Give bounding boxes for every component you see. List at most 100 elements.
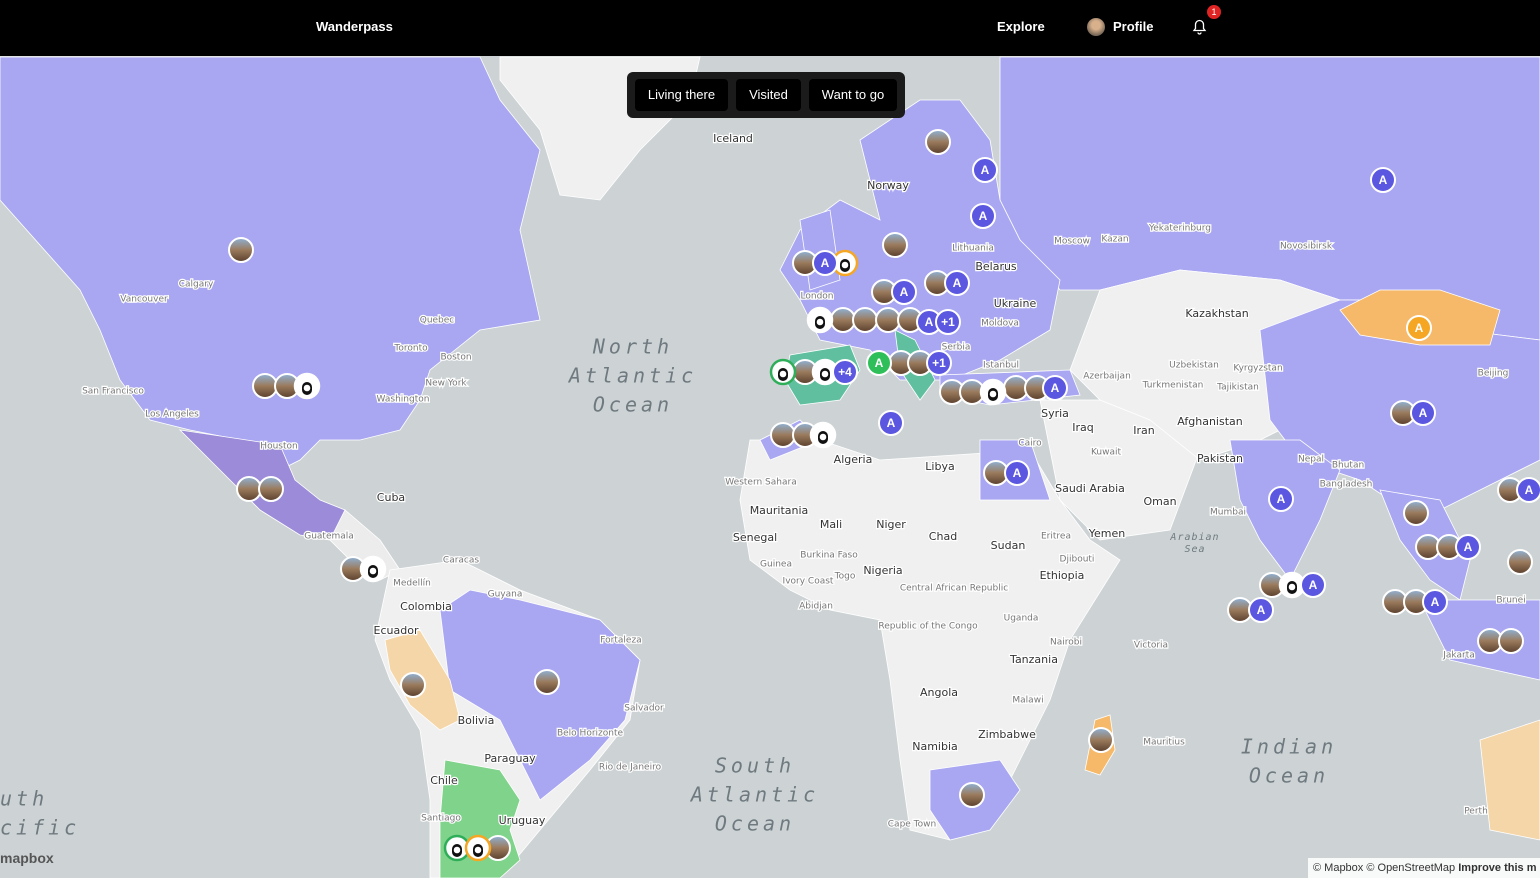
- marker-circle: [1042, 375, 1068, 401]
- photo-avatar[interactable]: [258, 476, 284, 502]
- place-label: Tajikistan: [1216, 383, 1259, 393]
- filter-button[interactable]: Visited: [736, 79, 801, 111]
- avatar-face-skin: [474, 846, 482, 854]
- place-label: Ethiopia: [1040, 569, 1085, 582]
- cartoon-avatar[interactable]: [811, 358, 839, 386]
- place-label: Libya: [925, 460, 954, 473]
- cartoon-avatar[interactable]: [806, 306, 834, 334]
- bell-icon[interactable]: [1192, 19, 1207, 35]
- place-label: Mauritius: [1143, 738, 1185, 748]
- world-map[interactable]: Iceland Norway Lithuania Belarus Moscow Kazan…: [0, 56, 1540, 878]
- photo-avatar[interactable]: [875, 307, 901, 333]
- photo-avatar[interactable]: [882, 232, 908, 258]
- marker-label: A: [1277, 492, 1286, 506]
- filter-button[interactable]: Want to go: [809, 79, 897, 111]
- marker[interactable]: A: [1406, 315, 1432, 341]
- photo-avatar[interactable]: [770, 422, 796, 448]
- marker[interactable]: A: [1300, 572, 1326, 598]
- marker[interactable]: A: [1516, 477, 1540, 503]
- marker[interactable]: A: [1422, 589, 1448, 615]
- avatar-face-skin: [841, 261, 849, 269]
- attribution-text[interactable]: © Mapbox © OpenStreetMap: [1313, 862, 1456, 874]
- place-label: Guinea: [760, 560, 792, 570]
- nav-link[interactable]: Profile: [1113, 19, 1154, 34]
- ocean-label: North: [592, 335, 673, 359]
- cartoon-avatar[interactable]: [979, 378, 1007, 406]
- place-label: Kazakhstan: [1185, 307, 1248, 320]
- cartoon-avatar[interactable]: [464, 834, 492, 862]
- photo-avatar[interactable]: [830, 307, 856, 333]
- cartoon-avatar[interactable]: [1278, 571, 1306, 599]
- cartoon-avatar[interactable]: [293, 372, 321, 400]
- cartoon-avatar[interactable]: [443, 834, 471, 862]
- marker-label: A: [1309, 578, 1318, 592]
- marker-circle: [944, 270, 970, 296]
- photo-avatar[interactable]: [1403, 500, 1429, 526]
- photo-avatar[interactable]: [925, 129, 951, 155]
- marker[interactable]: A: [944, 270, 970, 296]
- place-label: Nairobi: [1050, 638, 1082, 648]
- place-label: Lithuania: [952, 244, 994, 254]
- ocean-label: Sea: [1184, 544, 1205, 555]
- photo-avatar[interactable]: [236, 476, 262, 502]
- photo-avatar[interactable]: [252, 373, 278, 399]
- marker[interactable]: A: [812, 250, 838, 276]
- marker[interactable]: A: [1042, 375, 1068, 401]
- marker[interactable]: A: [1004, 460, 1030, 486]
- marker[interactable]: A: [1455, 534, 1481, 560]
- marker[interactable]: +1: [935, 309, 961, 335]
- marker-circle: [1248, 597, 1274, 623]
- marker[interactable]: A: [1370, 167, 1396, 193]
- avatar-face-skin: [1288, 583, 1296, 591]
- marker-circle: [970, 203, 996, 229]
- photo-avatar[interactable]: [534, 669, 560, 695]
- marker-circle: [832, 359, 858, 385]
- ocean-label: South: [715, 754, 795, 778]
- marker-circle: [1422, 589, 1448, 615]
- cartoon-avatar[interactable]: [809, 421, 837, 449]
- marker[interactable]: +4: [832, 359, 858, 385]
- photo-avatar[interactable]: [228, 237, 254, 263]
- filter-button[interactable]: Living there: [635, 79, 728, 111]
- marker[interactable]: A: [972, 157, 998, 183]
- improve-link[interactable]: Improve this m: [1458, 862, 1537, 874]
- marker-label: A: [981, 163, 990, 177]
- marker[interactable]: A: [891, 279, 917, 305]
- marker-label: +1: [941, 315, 955, 329]
- photo-avatar[interactable]: [400, 672, 426, 698]
- nav-link[interactable]: Explore: [997, 19, 1045, 34]
- marker[interactable]: +1: [926, 350, 952, 376]
- ocean-label: Atlantic: [567, 364, 697, 388]
- place-label: Colombia: [400, 600, 452, 613]
- photo-avatar[interactable]: [959, 782, 985, 808]
- place-label: Rio de Janeiro: [599, 763, 662, 773]
- place-label: Abidjan: [799, 602, 833, 612]
- photo-avatar[interactable]: [1498, 628, 1524, 654]
- marker[interactable]: A: [866, 350, 892, 376]
- marker[interactable]: A: [878, 410, 904, 436]
- marker[interactable]: A: [970, 203, 996, 229]
- place-label: Zimbabwe: [978, 728, 1036, 741]
- marker[interactable]: A: [1268, 486, 1294, 512]
- marker[interactable]: A: [1410, 400, 1436, 426]
- brand[interactable]: Wanderpass: [316, 19, 393, 34]
- notification-badge: 1: [1207, 5, 1221, 19]
- cartoon-avatar[interactable]: [359, 555, 387, 583]
- place-label: Quebec: [420, 316, 455, 326]
- photo-avatar[interactable]: [1507, 549, 1533, 575]
- map-labels: Iceland Norway Lithuania Belarus Moscow Kazan…: [0, 131, 1527, 840]
- photo-avatar[interactable]: [1088, 727, 1114, 753]
- ocean-label: uth: [0, 787, 48, 811]
- profile-avatar[interactable]: [1087, 18, 1105, 36]
- marker-circle: [1516, 477, 1540, 503]
- place-label: Syria: [1041, 407, 1069, 420]
- marker-label: A: [887, 416, 896, 430]
- place-label: Cairo: [1018, 439, 1042, 449]
- mapbox-logo[interactable]: mapbox: [0, 850, 54, 866]
- photo-avatar[interactable]: [852, 307, 878, 333]
- cartoon-avatar[interactable]: [831, 249, 859, 277]
- marker-circle: [972, 157, 998, 183]
- marker[interactable]: A: [1248, 597, 1274, 623]
- cartoon-avatar[interactable]: [769, 358, 797, 386]
